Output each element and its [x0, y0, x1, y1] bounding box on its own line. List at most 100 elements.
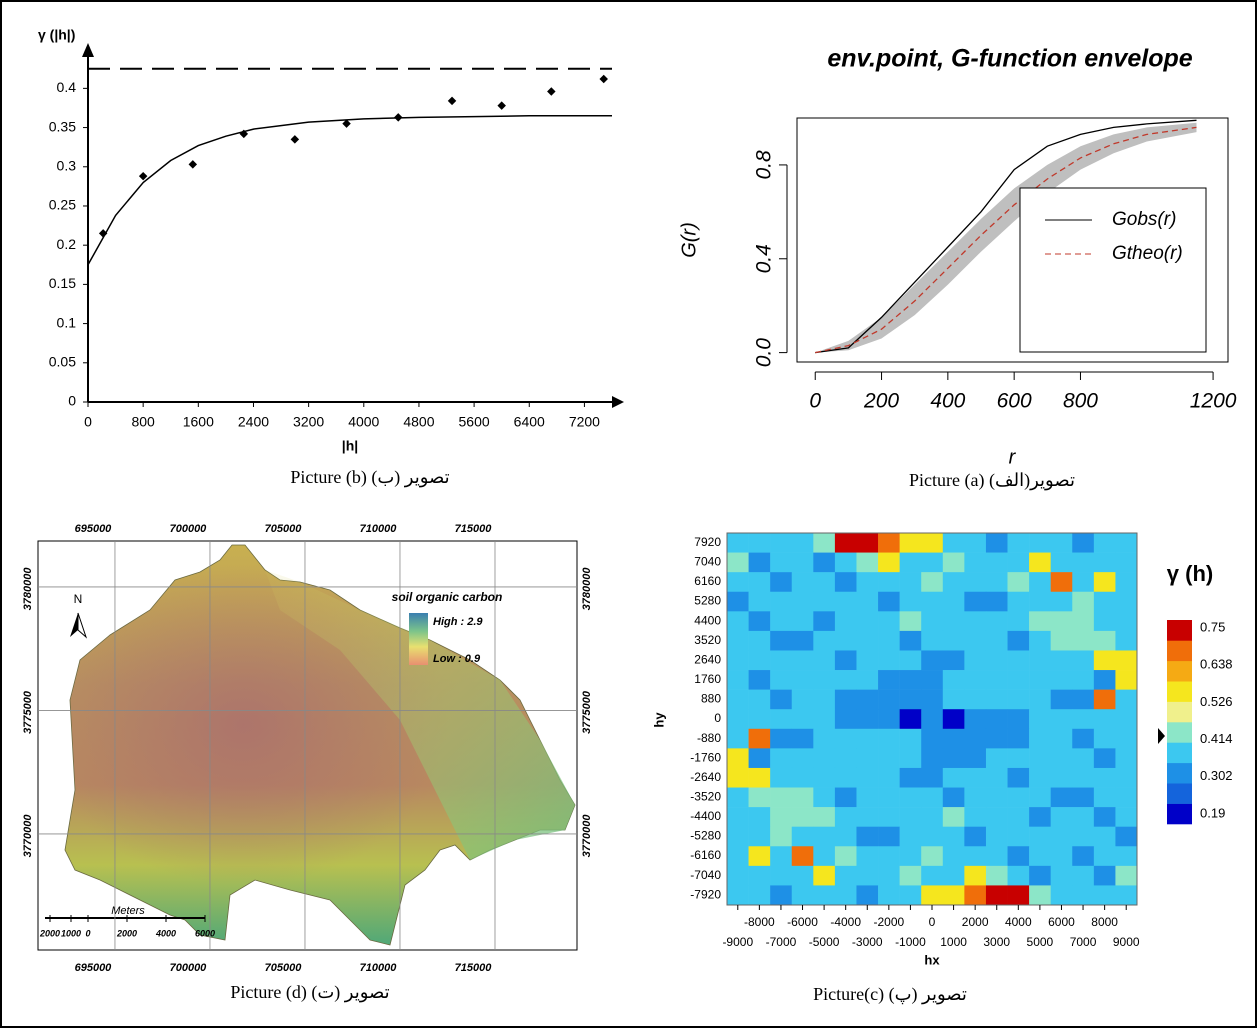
heatmap-cell — [943, 709, 965, 729]
heatmap-cell — [964, 690, 986, 710]
heatmap-cell — [749, 827, 771, 847]
heatmap-cell — [943, 650, 965, 670]
heatmap-cell — [770, 807, 792, 827]
heatmap-cell — [1008, 748, 1030, 768]
heatmap-cell — [986, 827, 1008, 847]
heatmap-cell — [1115, 650, 1137, 670]
heatmap-cell — [943, 827, 965, 847]
heatmap-cell — [1094, 670, 1116, 690]
heatmap-cell — [878, 631, 900, 651]
heatmap-cell — [1029, 729, 1051, 749]
heatmap-cell — [1029, 827, 1051, 847]
heatmap-cell — [921, 553, 943, 573]
y-tick-label: 0.1 — [57, 314, 77, 330]
heatmap-cell — [727, 729, 749, 749]
heatmap-cell — [835, 709, 857, 729]
heatmap-cell — [1115, 572, 1137, 592]
heatmap-cell — [1029, 846, 1051, 866]
heatmap-cell — [964, 866, 986, 886]
heatmap-cell — [835, 885, 857, 905]
heatmap-cell — [900, 846, 922, 866]
heatmap-cell — [1051, 553, 1073, 573]
heatmap-cell — [986, 768, 1008, 788]
y-tick-label: 3770000 — [581, 814, 593, 858]
heatmap-cell — [900, 827, 922, 847]
x-tick-label: 5000 — [1027, 935, 1054, 949]
heatmap-cell — [1072, 592, 1094, 612]
heatmap-cell — [1008, 592, 1030, 612]
heatmap-cell — [749, 866, 771, 886]
heatmap-cell — [921, 592, 943, 612]
heatmap-cell — [921, 827, 943, 847]
x-tick-label: -2000 — [873, 915, 904, 929]
heatmap-cell — [900, 670, 922, 690]
heatmap-cell — [986, 866, 1008, 886]
colorbar-swatch — [1167, 804, 1192, 825]
heatmap-cell — [964, 846, 986, 866]
x-tick-label: 705000 — [265, 962, 303, 974]
heatmap-cell — [964, 631, 986, 651]
heatmap-cell — [792, 650, 814, 670]
heatmap-cell — [749, 729, 771, 749]
heatmap-cell — [770, 592, 792, 612]
x-tick-label: -7000 — [766, 935, 797, 949]
heatmap-cell — [749, 709, 771, 729]
heatmap-cell — [856, 572, 878, 592]
heatmap-cell — [921, 729, 943, 749]
heatmap-cell — [1008, 553, 1030, 573]
scale-bar-label: 2000 — [116, 928, 137, 938]
legend-label: Gobs(r) — [1112, 209, 1176, 230]
colorbar-marker — [1158, 728, 1165, 744]
heatmap-cell — [878, 768, 900, 788]
heatmap-cell — [943, 729, 965, 749]
heatmap-cell — [964, 827, 986, 847]
heatmap-cell — [749, 553, 771, 573]
heatmap-cell — [986, 709, 1008, 729]
heatmap-cell — [1008, 807, 1030, 827]
x-tick-label: -1000 — [895, 935, 926, 949]
heatmap-cell — [1072, 631, 1094, 651]
heatmap-cell — [921, 611, 943, 631]
heatmap-cell — [1072, 729, 1094, 749]
x-tick-label: 9000 — [1113, 935, 1140, 949]
heatmap-cell — [1008, 866, 1030, 886]
colorbar-swatch — [1167, 702, 1192, 723]
heatmap-cell — [1029, 807, 1051, 827]
x-tick-label: 3000 — [983, 935, 1010, 949]
point — [547, 87, 555, 95]
y-axis-label: G(r) — [678, 222, 700, 258]
y-tick-label: 0.8 — [753, 150, 776, 180]
heatmap-cell — [900, 592, 922, 612]
x-tick-label: 700000 — [170, 523, 208, 535]
heatmap-cell — [986, 885, 1008, 905]
heatmap-cell — [1115, 788, 1137, 808]
heatmap-cell — [727, 866, 749, 886]
heatmap-cell — [813, 572, 835, 592]
heatmap-cell — [749, 533, 771, 553]
heatmap-cell — [900, 885, 922, 905]
heatmap-cell — [986, 670, 1008, 690]
heatmap-cell — [943, 572, 965, 592]
x-axis-arrow — [612, 396, 624, 408]
figure: 08001600240032004000480056006400720000.0… — [0, 0, 1257, 1028]
heatmap-cell — [1051, 729, 1073, 749]
x-tick-label: 4800 — [403, 414, 434, 430]
y-tick-label: -2640 — [690, 770, 721, 784]
heatmap-cell — [1115, 846, 1137, 866]
heatmap-cell — [1115, 709, 1137, 729]
scale-bar-label: 4000 — [155, 928, 176, 938]
heatmap-cell — [727, 807, 749, 827]
heatmap-cell — [749, 670, 771, 690]
heatmap-cell — [1008, 650, 1030, 670]
heatmap-cell — [1094, 690, 1116, 710]
heatmap-cell — [943, 788, 965, 808]
heatmap-cell — [792, 572, 814, 592]
heatmap-cell — [986, 650, 1008, 670]
heatmap-cell — [1094, 768, 1116, 788]
heatmap-cell — [964, 807, 986, 827]
heatmap-cell — [749, 807, 771, 827]
heatmap-cell — [835, 670, 857, 690]
heatmap-cell — [1029, 866, 1051, 886]
heatmap-cell — [900, 690, 922, 710]
y-tick-label: -4400 — [690, 809, 721, 823]
